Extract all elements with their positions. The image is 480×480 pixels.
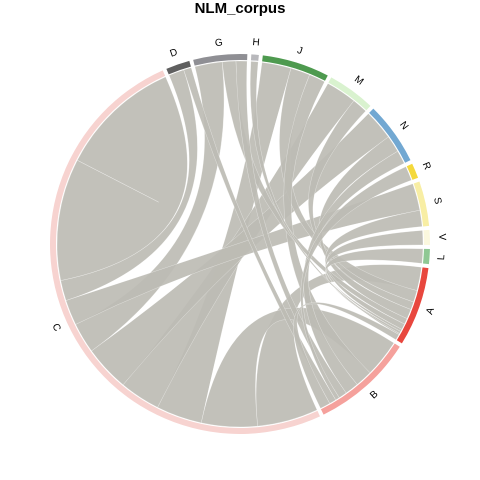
chord-sectors [50,54,430,434]
sector-label-A: A [424,306,437,316]
sector-arc-N [369,108,411,163]
sector-label-L: L [436,254,447,261]
sector-label-B: B [368,388,381,401]
sector-arc-J [262,55,328,81]
chord-sector-labels: C D G H J M N R S V L A B [49,37,447,401]
chord-ribbon-R-B [300,166,412,401]
chord-ribbon-A-B [293,302,400,409]
sector-label-G: G [214,37,223,49]
chord-ribbon-H-A [250,61,400,335]
chord-ribbon-J-B [283,74,371,385]
sector-arc-S [413,181,430,227]
chart-title: NLM_corpus [194,0,286,17]
chord-ribbon-L-A [325,248,424,334]
chord-ribbon-G-B [235,60,347,398]
chord-ribbon-D-B [183,67,336,404]
sector-arc-R [406,163,419,180]
sector-label-H: H [252,37,260,49]
sector-arc-G [193,54,248,66]
sector-label-J: J [296,45,304,57]
sector-label-D: D [169,47,179,60]
sector-label-M: M [352,74,365,88]
sector-arc-V [423,229,430,246]
sector-label-N: N [397,120,410,132]
sector-arc-B [320,343,400,415]
chord-ribbon-S-A [325,210,423,330]
chord-ribbons [56,60,424,428]
chord-ribbon-V-A [325,230,424,332]
sector-label-V: V [436,233,447,240]
chord-ribbon-C-C [56,76,188,281]
sector-label-C: C [49,322,62,333]
sector-arc-L [422,248,430,265]
chord-ribbon-M-A [308,100,414,310]
chord-ribbon-N-B [303,150,405,394]
sector-arc-M [328,77,371,111]
sector-arc-H [250,54,259,61]
sector-arc-D [166,60,191,75]
sector-label-S: S [431,196,443,205]
sector-arc-A [396,267,429,344]
sector-label-R: R [420,161,433,172]
